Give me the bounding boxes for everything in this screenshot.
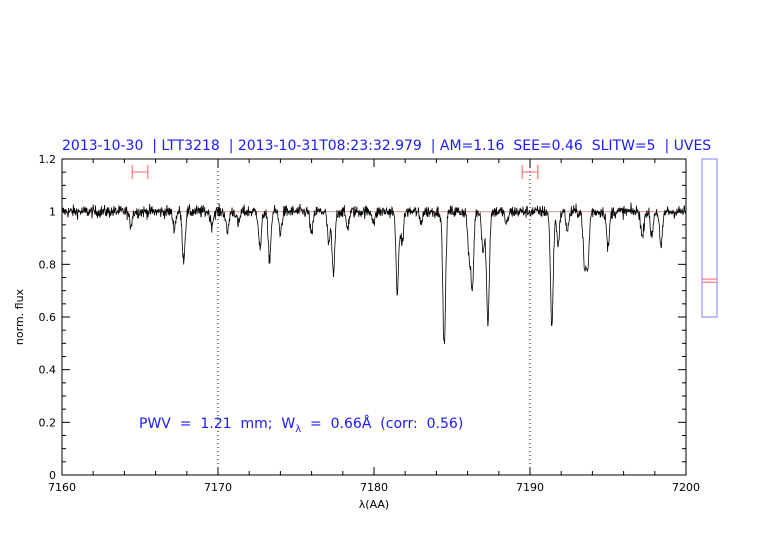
- fit-ranges: [131, 165, 539, 179]
- y-tick-label: 0.8: [39, 258, 57, 271]
- y-tick-label: 1.2: [39, 153, 57, 166]
- pwv-annotation-suffix: = 0.66Å (corr: 0.56): [301, 415, 463, 432]
- x-axis-label: λ(AA): [359, 498, 389, 511]
- side-panel-box: [701, 158, 718, 318]
- chart-title: 2013-10-30 | LTT3218 | 2013-10-31T08:23:…: [62, 138, 711, 154]
- x-tick-label: 7190: [516, 481, 544, 494]
- y-tick-label: 0.4: [39, 364, 57, 377]
- x-tick-label: 7170: [204, 481, 232, 494]
- fit-range-marker: [521, 165, 539, 179]
- pwv-annotation-subscript: λ: [295, 424, 301, 435]
- y-axis-label: norm. flux: [13, 288, 26, 345]
- spectrum-line: [61, 202, 687, 344]
- fit-range-marker: [131, 165, 149, 179]
- y-tick-label: 0.2: [39, 416, 57, 429]
- axis-ticks: 7160 7170 7180 7190 7200 0 0.2 0.4 0.6 0.8 1 1.2: [39, 153, 701, 494]
- y-tick-label: 0.6: [39, 311, 57, 324]
- pwv-annotation: PWV = 1.21 mm; Wλ = 0.66Å (corr: 0.56): [139, 415, 463, 435]
- y-tick-label: 1: [49, 206, 56, 219]
- pwv-annotation-prefix: PWV = 1.21 mm; W: [139, 416, 295, 432]
- plot-frame: [61, 158, 687, 476]
- x-tick-label: 7160: [48, 481, 76, 494]
- x-tick-label: 7180: [360, 481, 388, 494]
- side-panel: [701, 158, 718, 318]
- y-tick-label: 0: [49, 469, 56, 482]
- x-tick-label: 7200: [672, 481, 700, 494]
